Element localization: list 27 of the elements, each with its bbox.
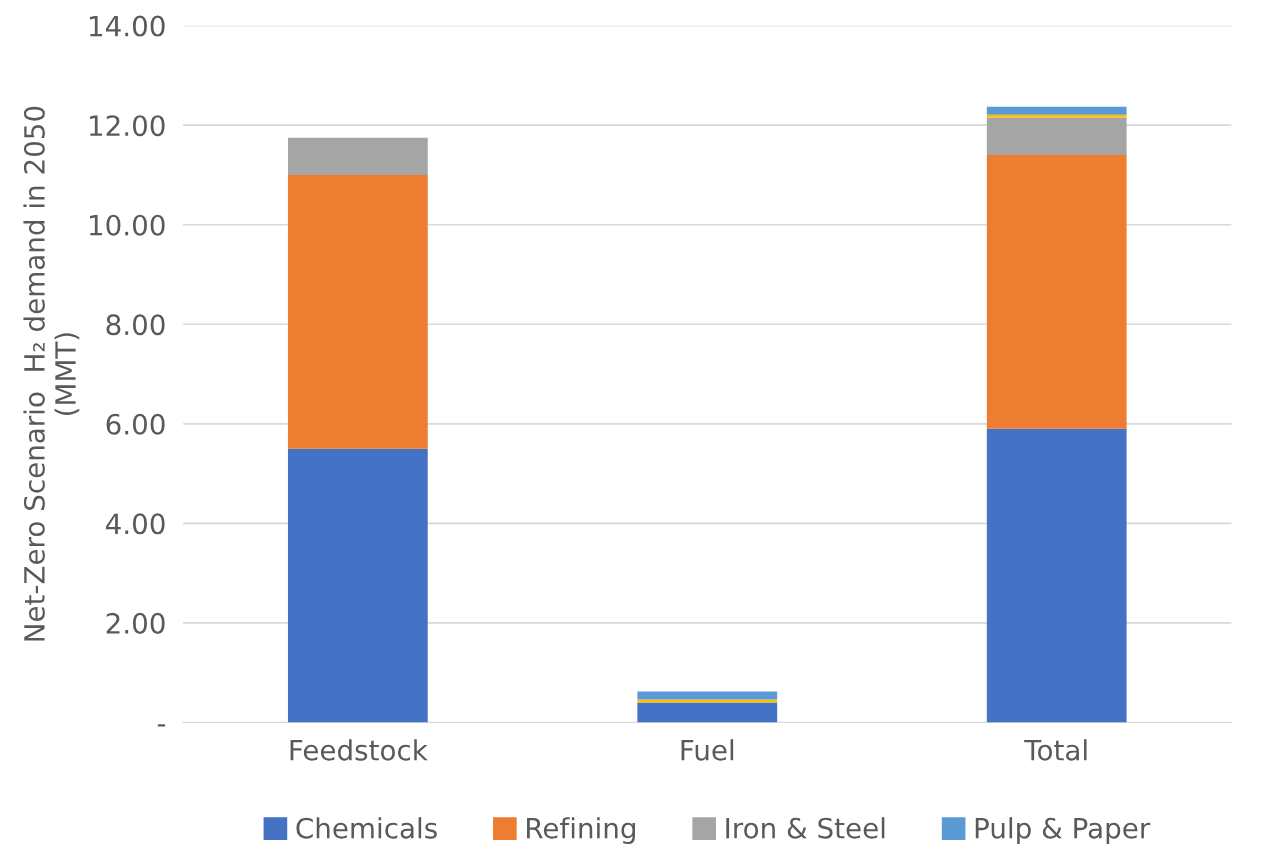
legend-label: Iron & Steel xyxy=(726,817,885,839)
bar xyxy=(637,691,778,700)
y-tick-label: 2.00 xyxy=(106,612,165,634)
y-tick-label: 14.00 xyxy=(90,15,165,37)
legend-label: Chemicals xyxy=(296,817,437,839)
legend-label: Refining xyxy=(527,817,635,845)
y-tick-label: 12.00 xyxy=(90,115,165,137)
bar xyxy=(287,174,428,449)
bar xyxy=(986,114,1127,118)
y-tick-label: 10.00 xyxy=(90,214,165,236)
y-tick-label: - xyxy=(157,724,166,727)
bar xyxy=(986,117,1127,156)
x-tick-label: Feedstock xyxy=(290,739,428,761)
bar xyxy=(986,428,1127,723)
y-tick-label: 4.00 xyxy=(105,513,165,535)
y-tick-label: 8.00 xyxy=(106,314,165,336)
legend-label: Pulp & Paper xyxy=(975,817,1151,845)
bar xyxy=(637,699,778,703)
bar xyxy=(637,702,778,723)
bar xyxy=(287,448,428,723)
x-tick-label: Total xyxy=(1024,739,1087,761)
bar xyxy=(287,137,428,175)
bar xyxy=(986,106,1127,115)
bar xyxy=(986,155,1127,429)
x-tick-label: Fuel xyxy=(681,739,734,761)
y-tick-label: 6.00 xyxy=(106,413,165,435)
y-axis-title: Net-Zero Scenario H₂ demand in 2050 (MMT) xyxy=(23,106,80,641)
